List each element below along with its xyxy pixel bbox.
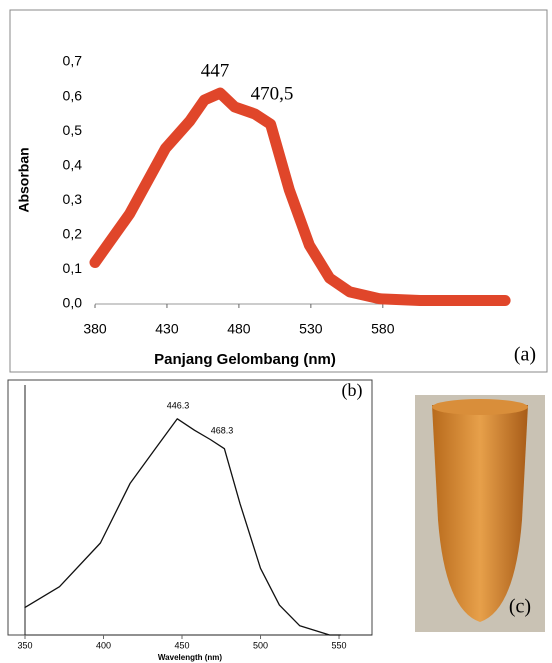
tube-rim <box>432 399 528 415</box>
x-tick-label: 430 <box>155 321 179 337</box>
peak-annotation: 447 <box>201 60 230 81</box>
tube <box>432 405 528 622</box>
x-tick-label: 400 <box>96 640 111 650</box>
panel-b-frame <box>7 379 373 636</box>
x-tick-label: 350 <box>17 640 32 650</box>
y-tick-label: 0,1 <box>63 260 83 276</box>
panel-label: (a) <box>514 344 536 366</box>
x-tick-label: 500 <box>253 640 268 650</box>
data-line <box>89 87 511 306</box>
panel-a-frame <box>9 9 548 373</box>
panel-label: (c) <box>509 596 531 618</box>
x-tick-label: 550 <box>332 640 347 650</box>
y-tick-label: 0,0 <box>63 295 83 311</box>
data-line <box>24 418 342 636</box>
y-tick-label: 0,4 <box>63 156 83 172</box>
peak-annotation: 470,5 <box>251 83 294 104</box>
y-tick-label: 0,2 <box>63 226 83 242</box>
y-tick-label: 0,3 <box>63 191 83 207</box>
x-tick-label: 450 <box>174 640 189 650</box>
x-tick-label: 580 <box>371 321 395 337</box>
peak-annotation: 468.3 <box>211 425 234 435</box>
y-tick-label: 0,5 <box>63 122 83 138</box>
x-tick-label: 530 <box>299 321 323 337</box>
y-tick-label: 0,6 <box>63 87 83 103</box>
x-axis-label: Panjang Gelombang (nm) <box>154 351 336 368</box>
y-axis-label: Absorban <box>16 147 32 212</box>
peak-annotation: 446.3 <box>167 400 190 410</box>
x-axis-label: Wavelength (nm) <box>158 653 222 662</box>
x-tick-label: 480 <box>227 321 251 337</box>
y-tick-label: 0,7 <box>63 53 83 69</box>
panel-label: (b) <box>342 380 363 401</box>
x-tick-label: 380 <box>83 321 107 337</box>
